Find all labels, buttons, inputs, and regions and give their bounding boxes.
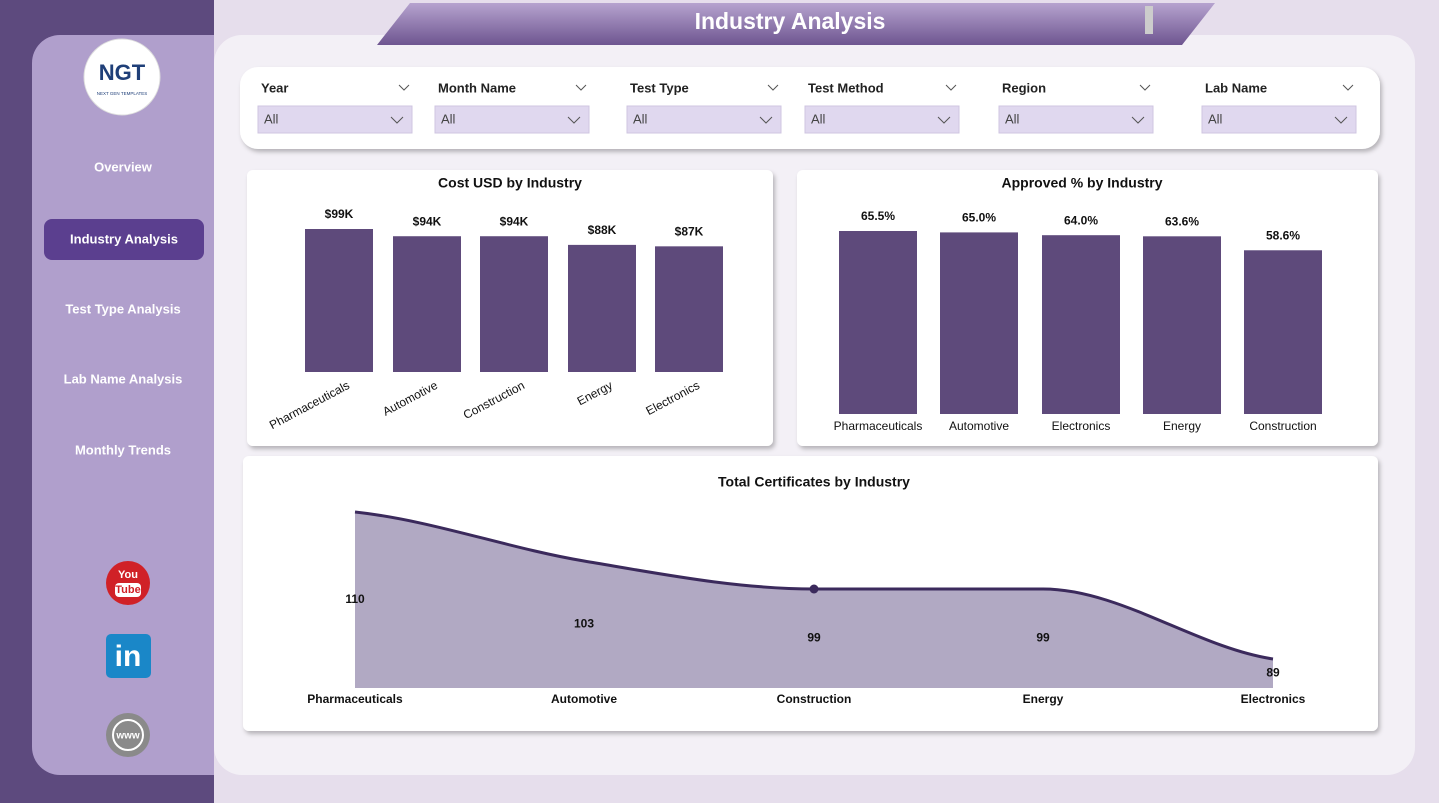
- chevron: [1131, 116, 1145, 124]
- chart-title: Approved % by Industry: [1001, 175, 1162, 191]
- x-tick-label: Construction: [777, 692, 852, 706]
- filter-value: All: [264, 111, 279, 126]
- filter-dropdown[interactable]: [434, 105, 590, 134]
- x-tick-label: Energy: [1023, 692, 1064, 706]
- filter-dropdown[interactable]: [804, 105, 960, 134]
- data-label: 89: [1266, 666, 1280, 680]
- filter-dropdown[interactable]: [257, 105, 413, 134]
- filter-label: Test Type: [630, 80, 689, 95]
- bar: [1143, 236, 1221, 414]
- globe: [112, 719, 144, 751]
- chart-title: Cost USD by Industry: [438, 175, 582, 191]
- x-tick-label: Energy: [1163, 419, 1201, 433]
- chevron: [1139, 84, 1151, 91]
- data-label: 65.0%: [962, 211, 996, 225]
- x-tick-label: Pharmaceuticals: [307, 692, 403, 706]
- x-tick-label: Pharmaceuticals: [834, 419, 923, 433]
- data-label: 64.0%: [1064, 213, 1098, 227]
- data-label: 58.6%: [1266, 228, 1300, 242]
- data-label: 65.5%: [861, 209, 895, 223]
- youtube-text: Tube: [115, 584, 140, 596]
- chevron: [1342, 84, 1354, 91]
- nav-item[interactable]: Test Type Analysis: [65, 301, 180, 316]
- filter-dropdown[interactable]: [626, 105, 782, 134]
- bar: [305, 229, 373, 372]
- filter-value: All: [1005, 111, 1020, 126]
- x-tick-label: Construction: [1249, 419, 1316, 433]
- chevron: [759, 116, 773, 124]
- data-label: $94K: [500, 214, 529, 228]
- data-label: $87K: [675, 225, 704, 239]
- data-label: $88K: [588, 223, 617, 237]
- nav-item[interactable]: Industry Analysis: [70, 231, 178, 246]
- chevron: [937, 116, 951, 124]
- banner-mark: [1145, 6, 1153, 34]
- bar: [568, 244, 636, 372]
- x-tick-label: Electronics: [1241, 692, 1306, 706]
- data-label: 99: [807, 631, 821, 645]
- nav-item[interactable]: Monthly Trends: [75, 442, 171, 457]
- youtube-box: [115, 583, 141, 597]
- title-banner: [377, 3, 1215, 45]
- bar: [393, 236, 461, 372]
- bar: [839, 231, 917, 414]
- bar: [655, 246, 723, 372]
- filter-label: Region: [1002, 80, 1046, 95]
- filter-dropdown[interactable]: [998, 105, 1154, 134]
- hover-point: [809, 584, 819, 594]
- filter-label: Month Name: [438, 80, 516, 95]
- logo-text: NGT: [99, 60, 146, 85]
- linkedin-icon[interactable]: [106, 634, 151, 678]
- page-title: Industry Analysis: [695, 8, 886, 34]
- chevron: [390, 116, 404, 124]
- chevron: [398, 84, 410, 91]
- sidebar-edge: [180, 35, 214, 775]
- logo-subtitle: NEXT GEN TEMPLATES: [97, 91, 148, 96]
- bar: [1244, 250, 1322, 414]
- bar: [1042, 235, 1120, 414]
- data-label: $94K: [413, 214, 442, 228]
- youtube-text: You: [118, 569, 138, 581]
- chevron: [567, 116, 581, 124]
- nav-item[interactable]: Overview: [94, 159, 153, 174]
- logo: [83, 38, 161, 116]
- chevron: [1334, 116, 1348, 124]
- filter-value: All: [811, 111, 826, 126]
- bar: [480, 236, 548, 372]
- area: [355, 512, 1273, 688]
- nav-item[interactable]: Lab Name Analysis: [64, 371, 183, 386]
- data-label: 110: [345, 592, 365, 606]
- data-label: $99K: [325, 207, 354, 221]
- web-text: www: [115, 731, 140, 742]
- filter-label: Lab Name: [1205, 80, 1267, 95]
- x-tick-label: Automotive: [551, 692, 617, 706]
- data-label: 103: [574, 617, 594, 631]
- filter-value: All: [1208, 111, 1223, 126]
- chevron: [945, 84, 957, 91]
- filter-label: Test Method: [808, 80, 884, 95]
- linkedin-text: in: [115, 640, 142, 673]
- filter-dropdown[interactable]: [1201, 105, 1357, 134]
- chevron: [767, 84, 779, 91]
- filter-value: All: [633, 111, 648, 126]
- chevron: [575, 84, 587, 91]
- data-label: 63.6%: [1165, 214, 1199, 228]
- bar: [940, 232, 1018, 414]
- chart-title: Total Certificates by Industry: [718, 474, 910, 490]
- data-label: 99: [1036, 631, 1050, 645]
- filter-label: Year: [261, 80, 288, 95]
- x-tick-label: Electronics: [1052, 419, 1111, 433]
- x-tick-label: Automotive: [949, 419, 1009, 433]
- filter-value: All: [441, 111, 456, 126]
- nav-active[interactable]: [44, 219, 204, 260]
